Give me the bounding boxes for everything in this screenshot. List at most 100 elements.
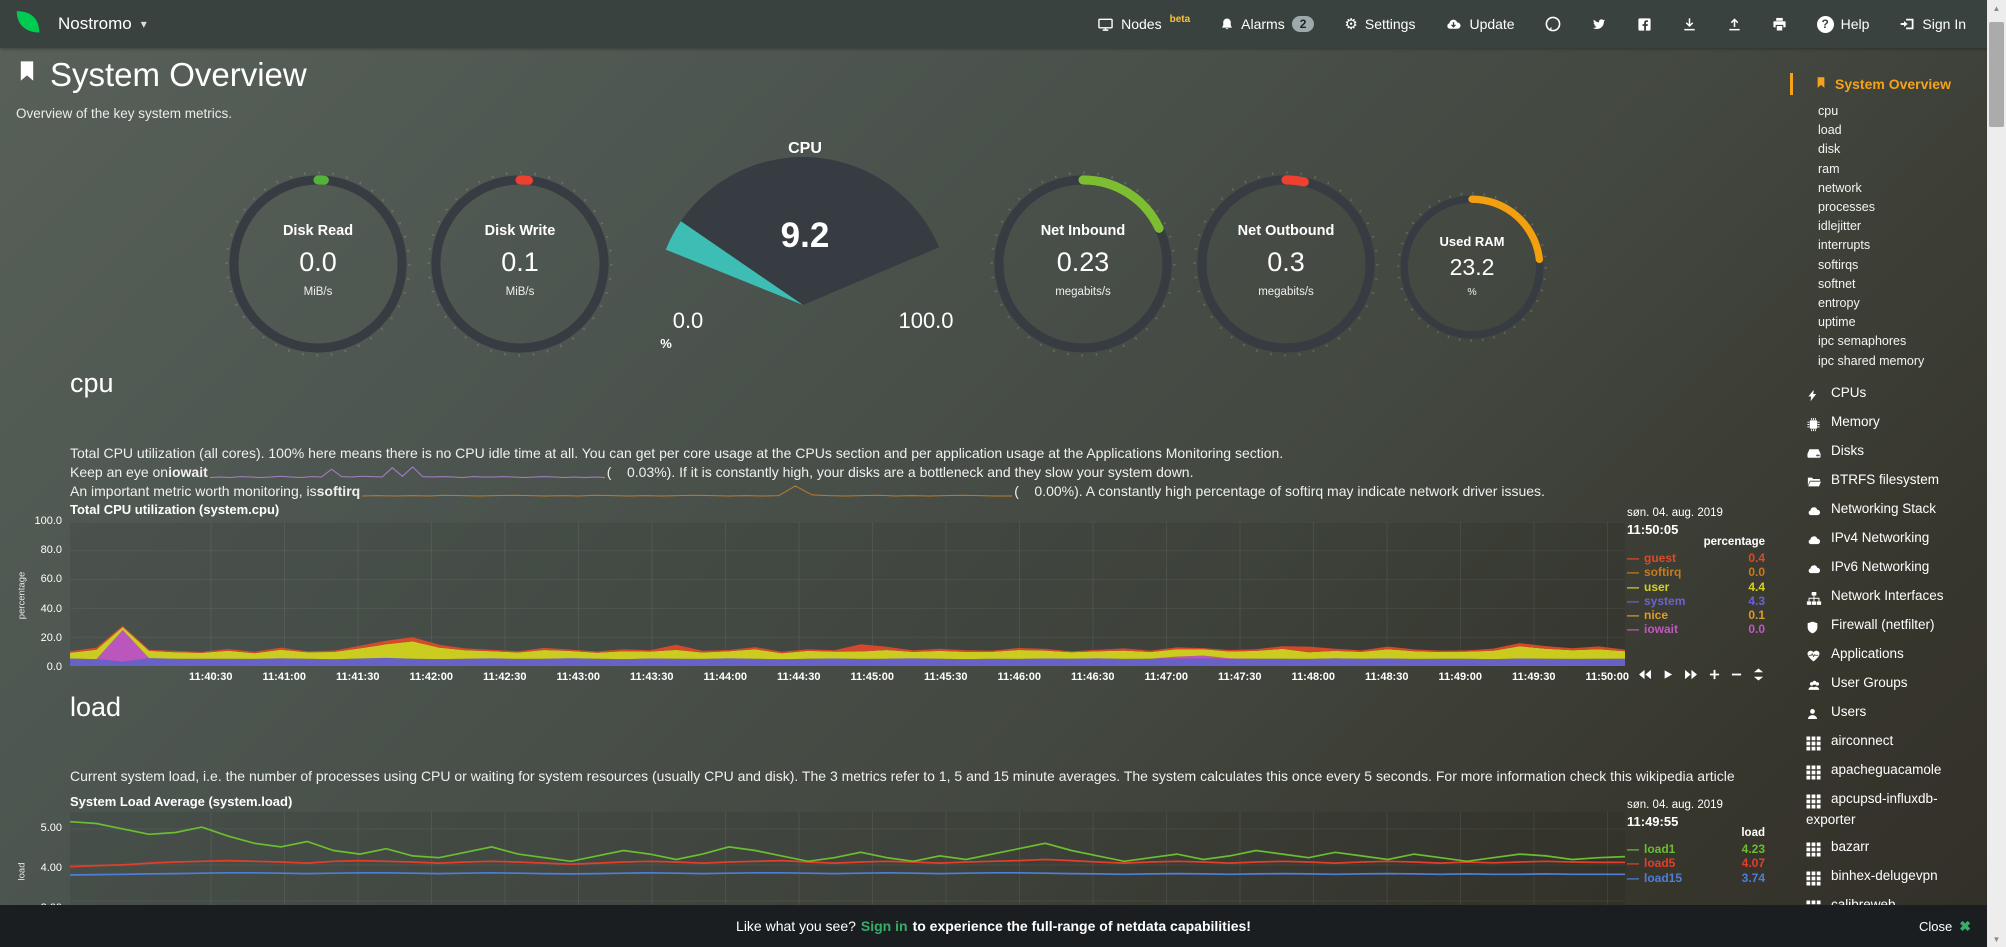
- legend-row[interactable]: — load15 3.74: [1627, 871, 1765, 885]
- play-button[interactable]: [1663, 669, 1673, 680]
- sidebar-section-item[interactable]: User Groups: [1806, 673, 1981, 694]
- desc-text: ( 0.03%). If it is constantly high, your…: [606, 464, 1194, 480]
- legend-row[interactable]: — nice 0.1: [1627, 608, 1765, 622]
- sidebar-sub-item[interactable]: network: [1818, 180, 1862, 195]
- help-label: Help: [1840, 16, 1870, 32]
- sidebar-sub-item[interactable]: cpu: [1818, 104, 1839, 118]
- sidebar-section-item[interactable]: apcupsd-influxdb-exporter: [1806, 789, 1981, 829]
- legend-row[interactable]: — iowait 0.0: [1627, 622, 1765, 636]
- download-snapshot-button[interactable]: [1682, 17, 1697, 32]
- sidebar-sub-item[interactable]: processes: [1818, 200, 1875, 215]
- disk-write-gauge[interactable]: Disk Write 0.1 MiB/s: [427, 171, 613, 357]
- scrollbar-down-arrow-icon[interactable]: ▼: [1992, 934, 2001, 944]
- sidebar-section-item[interactable]: Memory: [1806, 412, 1981, 433]
- update-button[interactable]: Update: [1445, 16, 1515, 32]
- bell-icon: [1220, 17, 1234, 32]
- sidebar-section-item[interactable]: calibreweb: [1806, 895, 1981, 905]
- sidebar-section-item[interactable]: IPv6 Networking: [1806, 557, 1981, 578]
- sidebar-sub-item[interactable]: idlejitter: [1818, 219, 1862, 234]
- sidebar-sub-item[interactable]: entropy: [1818, 296, 1860, 311]
- sidebar-sub-item[interactable]: ram: [1818, 161, 1840, 176]
- sidebar-section-item[interactable]: binhex-delugevpn: [1806, 866, 1981, 887]
- facebook-button[interactable]: [1637, 17, 1652, 32]
- sidebar-item-system-overview[interactable]: System Overview: [1790, 73, 1987, 95]
- pan-backward-button[interactable]: [1638, 669, 1652, 680]
- legend-series-name: load15: [1644, 870, 1683, 885]
- github-button[interactable]: [1545, 16, 1561, 32]
- alarms-button[interactable]: Alarms 2: [1220, 16, 1315, 32]
- sidebar-sub-item[interactable]: interrupts: [1818, 238, 1871, 253]
- gauge-unit: %: [1467, 286, 1477, 298]
- section-label: Network Interfaces: [1831, 587, 1944, 603]
- disk-read-gauge[interactable]: Disk Read 0.0 MiB/s: [225, 171, 411, 357]
- legend-row[interactable]: — user 4.4: [1627, 580, 1765, 594]
- sidebar-sub-item[interactable]: ipc semaphores: [1818, 334, 1907, 349]
- sidebar-section-item[interactable]: BTRFS filesystem: [1806, 470, 1981, 491]
- legend-row[interactable]: — softirq 0.0: [1627, 565, 1765, 579]
- upload-snapshot-button[interactable]: [1727, 17, 1742, 32]
- pan-forward-button[interactable]: [1684, 669, 1698, 680]
- section-heading-cpu: cpu: [70, 368, 114, 398]
- zoom-out-button[interactable]: [1731, 669, 1742, 680]
- sidebar-sub-item[interactable]: load: [1818, 123, 1842, 138]
- twitter-button[interactable]: [1591, 17, 1607, 31]
- node-selector[interactable]: Nostromo ▾: [58, 14, 147, 34]
- legend-row[interactable]: — load1 4.23: [1627, 842, 1765, 856]
- banner-signin-link[interactable]: Sign in: [860, 918, 908, 934]
- legend-series-value: 0.0: [1748, 622, 1765, 637]
- sidebar-section-item[interactable]: Users: [1806, 702, 1981, 723]
- sidebar-section-item[interactable]: apacheguacamole: [1806, 760, 1981, 781]
- sidebar-section-item[interactable]: CPUs: [1806, 383, 1981, 404]
- sidebar-section-item[interactable]: airconnect: [1806, 731, 1981, 752]
- cpu-description-line1: Total CPU utilization (all cores). 100% …: [70, 445, 1284, 461]
- xtick-label: 11:46:00: [997, 671, 1041, 683]
- cpu-chart-canvas[interactable]: [70, 522, 1625, 666]
- gauge-value: 0.23: [1056, 247, 1110, 277]
- xtick-label: 11:50:00: [1585, 671, 1629, 683]
- cpu-gauge[interactable]: CPU 9.2 0.0 100.0 %: [640, 140, 970, 352]
- sidebar-sub-item[interactable]: softirqs: [1818, 257, 1859, 272]
- desc-bold-softirq: softirq: [316, 483, 361, 499]
- sidebar-sub-item[interactable]: disk: [1818, 142, 1841, 157]
- scrollbar-up-arrow-icon[interactable]: ▲: [1992, 3, 2001, 13]
- net-outbound-gauge[interactable]: Net Outbound 0.3 megabits/s: [1193, 171, 1379, 357]
- sidebar-section-item[interactable]: Disks: [1806, 441, 1981, 462]
- used-ram-gauge[interactable]: Used RAM 23.2 %: [1397, 192, 1547, 342]
- settings-button[interactable]: ⚙ Settings: [1344, 15, 1415, 33]
- navbar-brand-area: Nostromo ▾: [12, 7, 147, 42]
- xtick-label: 11:41:00: [262, 671, 306, 683]
- legend-row[interactable]: — system 4.3: [1627, 594, 1765, 608]
- sidebar-section-item[interactable]: bazarr: [1806, 837, 1981, 858]
- banner-text-post: to experience the full-range of netdata …: [912, 918, 1251, 934]
- zoom-in-button[interactable]: [1709, 669, 1720, 680]
- chart-time: 11:49:55: [1627, 814, 1679, 829]
- netdata-logo-icon[interactable]: [12, 7, 44, 42]
- xtick-label: 11:46:30: [1071, 671, 1115, 683]
- folder-open-icon: [1806, 472, 1822, 491]
- question-circle-icon: ?: [1816, 15, 1834, 33]
- sidebar-section-item[interactable]: Networking Stack: [1806, 499, 1981, 520]
- net-inbound-gauge[interactable]: Net Inbound 0.23 megabits/s: [990, 171, 1176, 357]
- banner-close-button[interactable]: Close ✖: [1919, 918, 1971, 935]
- sidebar-sub-item[interactable]: softnet: [1818, 276, 1856, 291]
- legend-series-value: 0.0: [1748, 565, 1765, 580]
- sidebar-section-item[interactable]: Applications: [1806, 644, 1981, 665]
- sidebar-sub-item[interactable]: uptime: [1818, 315, 1856, 330]
- sidebar-section-item[interactable]: IPv4 Networking: [1806, 528, 1981, 549]
- xtick-label: 11:48:30: [1365, 671, 1409, 683]
- legend-row[interactable]: — load5 4.07: [1627, 856, 1765, 870]
- signin-button[interactable]: Sign In: [1899, 16, 1966, 32]
- sidebar-section-item[interactable]: Network Interfaces: [1806, 586, 1981, 607]
- help-button[interactable]: ? Help: [1816, 15, 1870, 33]
- nodes-button[interactable]: Nodes beta: [1097, 14, 1190, 32]
- chart-resize-handle[interactable]: [1753, 668, 1764, 686]
- sidebar-sub-item[interactable]: ipc shared memory: [1818, 353, 1925, 368]
- legend-row[interactable]: — guest 0.4: [1627, 551, 1765, 565]
- page-scrollbar[interactable]: ▲ ▼: [1987, 0, 2006, 947]
- legend-series-value: 4.07: [1741, 856, 1765, 871]
- xtick-label: 11:49:00: [1438, 671, 1482, 683]
- xtick-label: 11:47:30: [1218, 671, 1262, 683]
- scrollbar-thumb[interactable]: [1989, 22, 2004, 127]
- sidebar-section-item[interactable]: Firewall (netfilter): [1806, 615, 1981, 636]
- print-button[interactable]: [1772, 17, 1787, 32]
